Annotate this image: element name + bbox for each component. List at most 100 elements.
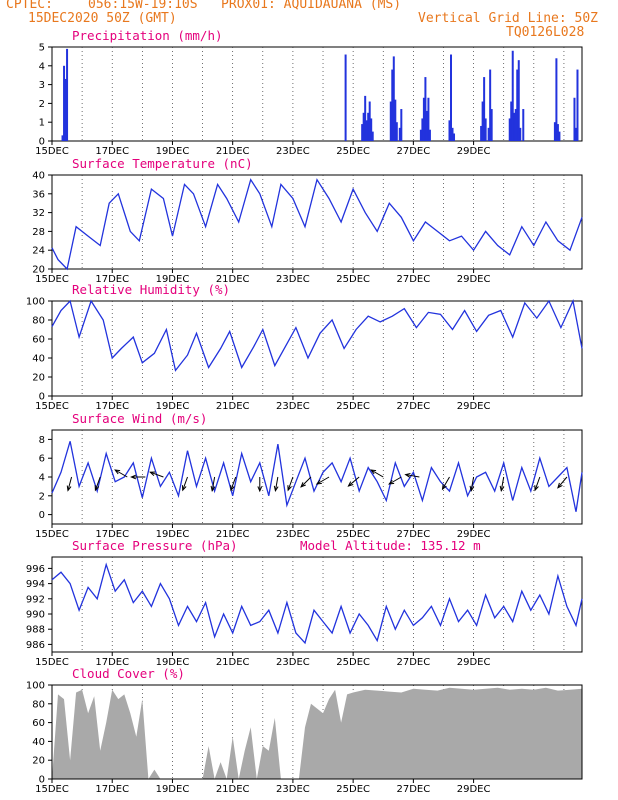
wind-arrow <box>442 476 450 490</box>
wind-arrow <box>370 469 384 478</box>
precip-bar <box>422 97 425 141</box>
x-tick-label: 29DEC <box>457 401 491 412</box>
y-tick-label: 0 <box>39 392 45 403</box>
precip-bar <box>573 97 576 141</box>
precip-bar <box>576 69 579 141</box>
plot-frame <box>51 46 583 142</box>
wind-arrow-head <box>66 485 72 492</box>
y-tick-label: 992 <box>26 594 45 605</box>
y-tick-label: 80 <box>32 316 45 327</box>
wind-arrow <box>114 469 128 478</box>
precip-bar <box>368 101 371 141</box>
wind-arrow-head <box>404 472 411 478</box>
y-tick-label: 8 <box>39 435 45 446</box>
x-tick-label: 27DEC <box>396 529 430 540</box>
y-tick-label: 40 <box>32 354 45 365</box>
x-tick-label: 19DEC <box>156 401 190 412</box>
precip-bar <box>508 118 511 141</box>
x-tick-label: 21DEC <box>216 274 250 285</box>
x-tick-label: 21DEC <box>216 784 250 795</box>
x-tick-label: 23DEC <box>276 657 310 668</box>
y-tick-label: 20 <box>32 265 45 276</box>
precip-bar <box>424 77 427 141</box>
wind-arrow <box>388 476 402 485</box>
wind-arrow <box>94 476 101 491</box>
wind-arrow <box>316 476 330 485</box>
precip-bar <box>371 131 374 141</box>
y-tick-label: 988 <box>26 625 45 636</box>
panel-title: Surface Pressure (hPa) <box>72 538 238 553</box>
y-tick-label: 0 <box>39 137 45 148</box>
precip-bar <box>484 118 487 141</box>
precip-bar <box>553 122 556 141</box>
y-tick-label: 996 <box>26 564 45 575</box>
x-tick-label: 27DEC <box>396 401 430 412</box>
x-tick-label: 15DEC <box>35 529 69 540</box>
y-tick-label: 60 <box>32 718 45 729</box>
cloud-cover-area <box>52 687 582 779</box>
y-tick-label: 100 <box>26 297 45 308</box>
y-tick-label: 5 <box>39 43 45 54</box>
precip-bar <box>421 118 424 141</box>
wind-arrow <box>287 476 294 491</box>
header-location: 056:15W-19:10S PROX01: AQUIDAUANA (MS) <box>88 0 402 12</box>
precip-bar <box>428 129 431 141</box>
y-tick-label: 4 <box>39 473 45 484</box>
chart-panel-1: 0 1 2 3 4 5 15DEC 17DEC 19DEC 21DEC 23DEC 25DEC 27DE… <box>35 28 583 157</box>
wind-arrow-head <box>94 485 100 492</box>
wind-arrow <box>348 476 360 487</box>
wind-arrow-head <box>230 485 235 492</box>
wind-arrow <box>182 476 188 491</box>
x-tick-label: 21DEC <box>216 529 250 540</box>
x-tick-label: 25DEC <box>336 529 370 540</box>
panel-title: Relative Humidity (%) <box>72 282 230 297</box>
y-tick-label: 32 <box>32 208 45 219</box>
wind-arrow <box>500 476 505 491</box>
x-tick-label: 27DEC <box>396 146 430 157</box>
model-altitude: Model Altitude: 135.12 m <box>300 538 481 553</box>
plot-frame-overlay <box>51 684 583 780</box>
x-tick-label: 19DEC <box>156 146 190 157</box>
panel-title: Precipitation (mm/h) <box>72 28 223 43</box>
wind-arrow <box>405 474 420 478</box>
x-tick-label: 27DEC <box>396 784 430 795</box>
x-tick-label: 25DEC <box>336 146 370 157</box>
wind-arrow-head <box>315 479 322 485</box>
series-line <box>51 562 583 645</box>
wind-arrow <box>67 476 73 491</box>
x-tick-label: 19DEC <box>156 274 190 285</box>
x-tick-label: 27DEC <box>396 657 430 668</box>
wind-arrow-head <box>149 471 156 476</box>
wind-arrow-head <box>210 485 216 493</box>
x-tick-label: 25DEC <box>336 657 370 668</box>
wind-arrow <box>230 476 237 491</box>
x-tick-label: 29DEC <box>457 657 491 668</box>
wind-arrow-head <box>273 485 279 493</box>
y-tick-label: 4 <box>39 61 45 72</box>
wind-arrow-head <box>130 474 137 480</box>
plot-frame <box>51 556 583 653</box>
precip-bar <box>453 133 456 141</box>
precip-bar <box>64 78 67 141</box>
x-tick-label: 17DEC <box>95 784 129 795</box>
precip-bar <box>61 135 64 141</box>
x-tick-label: 15DEC <box>35 274 69 285</box>
y-tick-label: 6 <box>39 454 45 465</box>
x-tick-label: 19DEC <box>156 529 190 540</box>
x-tick-label: 23DEC <box>276 529 310 540</box>
precip-bar <box>450 54 453 141</box>
precip-bar <box>66 48 69 141</box>
x-tick-label: 21DEC <box>216 401 250 412</box>
x-tick-label: 21DEC <box>216 146 250 157</box>
precip-bar <box>362 112 365 141</box>
y-tick-label: 2 <box>39 491 45 502</box>
precip-bar <box>489 69 492 141</box>
y-tick-label: 2 <box>39 99 45 110</box>
x-tick-label: 23DEC <box>276 146 310 157</box>
precip-bar <box>365 120 368 141</box>
x-tick-label: 15DEC <box>35 657 69 668</box>
x-tick-label: 17DEC <box>95 657 129 668</box>
wind-arrow <box>470 476 475 491</box>
precip-bar <box>361 124 364 141</box>
precip-bar <box>389 101 392 141</box>
